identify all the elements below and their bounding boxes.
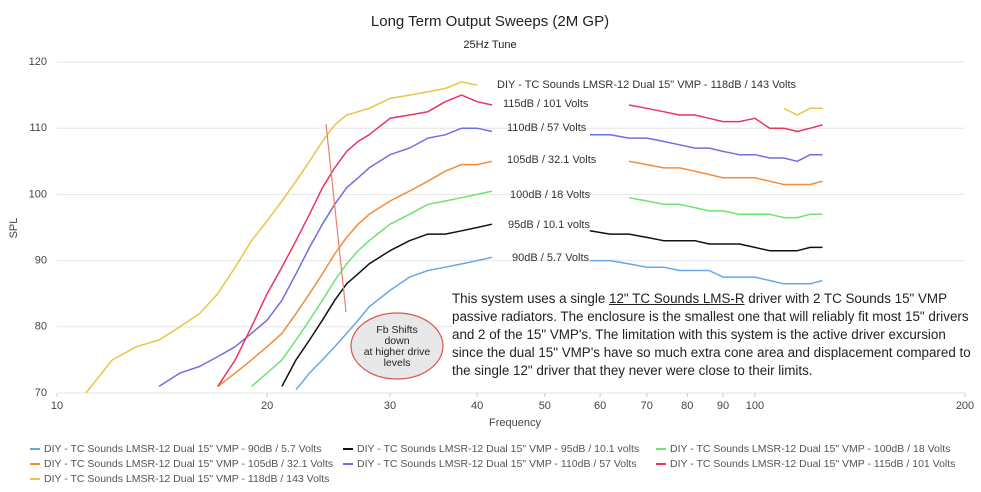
description-text: driver with 2 TC Sounds 15" VMP passive … <box>452 291 971 378</box>
callout-bubble <box>350 312 444 380</box>
x-tick-label: 200 <box>956 400 974 412</box>
x-tick-label: 10 <box>51 400 63 412</box>
chart-title: Long Term Output Sweeps (2M GP) <box>371 13 609 30</box>
series-line <box>217 160 823 387</box>
legend-label: DIY - TC Sounds LMSR-12 Dual 15" VMP - 9… <box>357 443 639 455</box>
description-underlined: 12" TC Sounds LMS-R <box>609 291 745 306</box>
description-text: This system uses a single <box>452 291 610 306</box>
callout-text: levels <box>384 357 411 369</box>
callout-text: Fb Shifts <box>376 324 417 336</box>
x-tick-label: 50 <box>539 400 551 412</box>
x-axis-title: Frequency <box>489 417 541 429</box>
chart-subtitle: 25Hz Tune <box>463 39 516 51</box>
y-tick-label: 90 <box>35 255 47 267</box>
x-tick-label: 60 <box>594 400 606 412</box>
x-tick-label: 100 <box>746 400 764 412</box>
legend-label: DIY - TC Sounds LMSR-12 Dual 15" VMP - 1… <box>670 458 955 470</box>
series-label: 110dB / 57 Volts <box>507 122 587 134</box>
series-label: 95dB / 10.1 volts <box>508 219 590 231</box>
series-line <box>85 81 823 394</box>
series-label: 90dB / 5.7 Volts <box>512 252 590 264</box>
series-label: 115dB / 101 Volts <box>503 98 589 110</box>
callout-text: down <box>384 335 409 347</box>
x-tick-label: 20 <box>261 400 273 412</box>
x-tick-label: 30 <box>384 400 396 412</box>
series-label: 100dB / 18 Volts <box>510 189 591 201</box>
y-tick-label: 70 <box>35 387 47 399</box>
legend-label: DIY - TC Sounds LMSR-12 Dual 15" VMP - 9… <box>44 443 321 455</box>
legend-label: DIY - TC Sounds LMSR-12 Dual 15" VMP - 1… <box>44 473 329 485</box>
y-tick-label: 110 <box>29 122 47 134</box>
y-tick-label: 80 <box>35 321 47 333</box>
series-line <box>158 127 823 388</box>
series-line <box>281 223 823 387</box>
legend-label: DIY - TC Sounds LMSR-12 Dual 15" VMP - 1… <box>357 458 637 470</box>
series-line <box>295 256 823 391</box>
x-tick-label: 80 <box>681 400 693 412</box>
series-label: DIY - TC Sounds LMSR-12 Dual 15" VMP - 1… <box>497 79 797 91</box>
series-line <box>217 94 823 387</box>
legend-label: DIY - TC Sounds LMSR-12 Dual 15" VMP - 1… <box>670 443 950 455</box>
series-label: 105dB / 32.1 Volts <box>507 154 597 166</box>
x-tick-label: 90 <box>717 400 729 412</box>
x-tick-label: 40 <box>471 400 483 412</box>
y-tick-label: 100 <box>29 188 47 200</box>
callout-pointer <box>325 123 347 313</box>
legend-label: DIY - TC Sounds LMSR-12 Dual 15" VMP - 1… <box>44 458 333 470</box>
y-axis-title: SPL <box>8 218 20 239</box>
y-tick-label: 120 <box>29 56 47 68</box>
x-tick-label: 70 <box>641 400 653 412</box>
callout-text: at higher drive <box>364 346 431 358</box>
series-line <box>251 190 823 387</box>
description: This system uses a single 12" TC Sounds … <box>452 290 980 380</box>
